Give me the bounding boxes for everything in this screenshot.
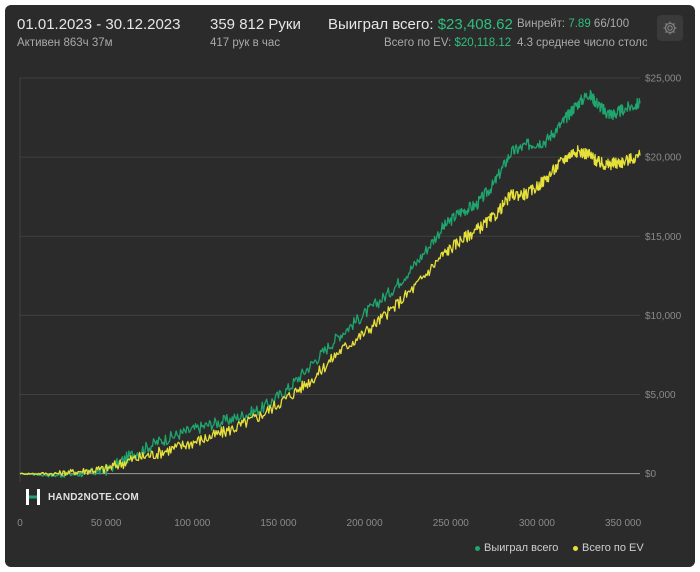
gear-icon bbox=[663, 21, 677, 35]
legend-dot-ev bbox=[573, 545, 578, 551]
series-line-won[interactable] bbox=[20, 89, 641, 478]
chart-panel: 01.01.2023 - 30.12.2023 Активен 863ч 37м… bbox=[5, 5, 695, 567]
won-total: Выиграл всего: $23,408.62 bbox=[328, 16, 513, 33]
winrate: Винрейт: 7.89 66/100 bbox=[517, 18, 629, 30]
x-tick-label: 0 bbox=[17, 518, 23, 529]
x-tick-label: 250 000 bbox=[433, 518, 470, 529]
ev-total: Всего по EV: $20,118.12 bbox=[384, 37, 511, 49]
y-tick-label: $25,000 bbox=[645, 74, 682, 85]
avg-tables: 4.3 среднее число столо bbox=[517, 37, 647, 49]
x-tick-label: 350 000 bbox=[605, 518, 642, 529]
hand2note-logo-icon bbox=[26, 489, 40, 505]
hand2note-logo: HAND2NOTE.COM bbox=[25, 488, 139, 506]
x-tick-label: 200 000 bbox=[347, 518, 384, 529]
x-tick-label: 300 000 bbox=[519, 518, 556, 529]
date-range[interactable]: 01.01.2023 - 30.12.2023 bbox=[17, 16, 181, 33]
ev-value: $20,118.12 bbox=[454, 37, 512, 49]
series-line-ev[interactable] bbox=[19, 145, 641, 477]
y-tick-label: $15,000 bbox=[645, 232, 682, 243]
y-tick-label: $0 bbox=[645, 469, 657, 480]
settings-button[interactable] bbox=[657, 15, 683, 41]
hands-per-hour: 417 рук в час bbox=[210, 37, 281, 49]
legend-item-won[interactable]: Выиграл всего bbox=[475, 542, 558, 554]
legend-label-ev: Всего по EV bbox=[582, 542, 644, 554]
hand2note-logo-text: HAND2NOTE.COM bbox=[48, 491, 139, 503]
won-label: Выиграл всего: bbox=[328, 16, 434, 33]
x-tick-label: 100 000 bbox=[174, 518, 211, 529]
legend-item-ev[interactable]: Всего по EV bbox=[573, 542, 644, 554]
active-time: Активен 863ч 37м bbox=[17, 37, 113, 49]
winrate-value: 7.89 bbox=[568, 18, 591, 30]
y-tick-label: $20,000 bbox=[645, 153, 682, 164]
legend-dot-won bbox=[475, 545, 480, 551]
line-chart: $0 $5,000 $10,000 $15,000 $20,000 $25,000 0 50 … bbox=[17, 74, 682, 530]
hands-count: 359 812 Руки bbox=[210, 16, 301, 33]
winrate-label: Винрейт: bbox=[517, 18, 566, 30]
y-tick-label: $5,000 bbox=[645, 390, 676, 401]
x-tick-label: 150 000 bbox=[260, 518, 297, 529]
won-value: $23,408.62 bbox=[437, 16, 513, 33]
y-tick-label: $10,000 bbox=[645, 311, 682, 322]
x-tick-label: 50 000 bbox=[91, 518, 122, 529]
ev-label: Всего по EV: bbox=[384, 37, 452, 49]
winrate-extra: 66/100 bbox=[593, 18, 630, 30]
legend-label-won: Выиграл всего bbox=[484, 542, 559, 554]
